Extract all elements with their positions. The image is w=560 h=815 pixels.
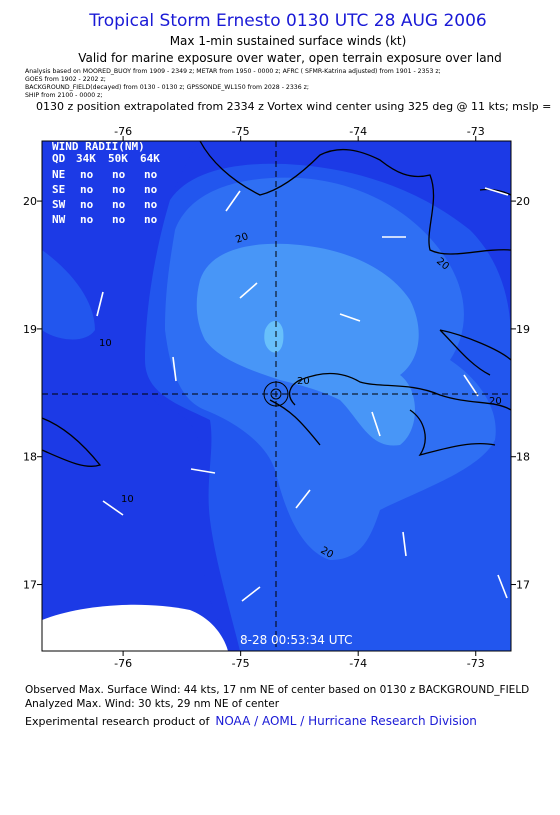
wind-radii-cell: NW <box>52 213 66 226</box>
contour-25 <box>196 243 419 446</box>
lon-tick-label: -73 <box>467 125 485 138</box>
source-line: GOES from 1902 - 2202 z; <box>25 76 106 83</box>
lon-tick-label: -74 <box>349 125 367 138</box>
contour-label: 20 <box>297 376 310 387</box>
no-data-area <box>42 604 228 651</box>
lat-tick-label: 18 <box>516 451 530 464</box>
lat-tick-label: 18 <box>23 451 37 464</box>
subtitle: Max 1-min sustained surface winds (kt) <box>170 34 407 48</box>
credit: Experimental research product of NOAA / A… <box>25 714 477 728</box>
source-line: Analysis based on MOORED_BUOY from 1909 … <box>25 68 441 75</box>
lat-tick-label: 19 <box>23 323 37 336</box>
wind-radii-title: WIND RADII(NM) <box>52 140 145 153</box>
validity: Valid for marine exposure over water, op… <box>78 51 502 65</box>
source-line: SHIP from 2100 - 0000 z; <box>25 92 102 99</box>
lon-tick-label: -75 <box>232 657 250 670</box>
wind-radii-cell: no <box>112 213 126 226</box>
lon-tick-label: -73 <box>467 657 485 670</box>
wind-radii-cell: no <box>144 198 158 211</box>
wind-radii-cell: no <box>144 168 158 181</box>
lat-tick-label: 19 <box>516 323 530 336</box>
wind-radii-cell: SE <box>52 183 65 196</box>
lat-tick-label: 17 <box>516 579 530 592</box>
wind-radii-cell: no <box>80 213 94 226</box>
lon-tick-label: -74 <box>349 657 367 670</box>
map-frame <box>41 140 512 652</box>
lon-tick-label: -75 <box>232 125 250 138</box>
wind-radii-table: WIND RADII(NM) QD 34K 50K 64K NE no no no SE no no… <box>52 140 160 226</box>
timestamp: 8-28 00:53:34 UTC <box>240 633 353 647</box>
map: 20 20 10 20 20 10 20 8-28 00:53:34 UTC W… <box>23 125 530 670</box>
contour-label: 10 <box>99 338 112 349</box>
contour-label: 20 <box>234 231 250 246</box>
lat-tick-label: 20 <box>23 195 37 208</box>
contour-label: 10 <box>121 494 134 505</box>
lat-tick-label: 17 <box>23 579 37 592</box>
wind-radii-cell: no <box>80 168 94 181</box>
coastline <box>42 141 511 467</box>
wind-radii-header: 34K <box>76 152 96 165</box>
lat-tick-label: 20 <box>516 195 530 208</box>
wind-radii-cell: no <box>112 183 126 196</box>
credit-link[interactable]: NOAA / AOML / Hurricane Research Divisio… <box>215 714 477 728</box>
wind-radii-header: QD <box>52 152 66 165</box>
contour-label: 20 <box>489 396 502 407</box>
wind-radii-cell: no <box>80 183 94 196</box>
credit-text: Experimental research product of <box>25 715 210 728</box>
title: Tropical Storm Ernesto 0130 UTC 28 AUG 2… <box>88 11 487 31</box>
wind-radii-header: 50K <box>108 152 128 165</box>
lon-tick-label: -76 <box>114 657 132 670</box>
wind-radii-cell: no <box>112 198 126 211</box>
wind-radii-cell: SW <box>52 198 66 211</box>
wind-radii-cell: no <box>144 183 158 196</box>
position-note: 0130 z position extrapolated from 2334 z… <box>36 100 551 113</box>
wind-radii-cell: no <box>80 198 94 211</box>
source-line: BACKGROUND_FIELD(decayed) from 0130 - 01… <box>25 84 309 91</box>
lon-tick-label: -76 <box>114 125 132 138</box>
contour-30 <box>264 321 284 353</box>
wind-radii-cell: NE <box>52 168 65 181</box>
wind-vectors <box>96 187 509 602</box>
wind-radii-header: 64K <box>140 152 160 165</box>
analyzed-wind: Analyzed Max. Wind: 30 kts, 29 nm NE of … <box>25 698 280 710</box>
axis-ticks: -76 -76 -75 -75 -74 -74 -73 -73 20 20 19 19 18 18 17 17 <box>23 125 530 670</box>
wind-radii-cell: no <box>144 213 158 226</box>
wind-radii-cell: no <box>112 168 126 181</box>
observed-wind: Observed Max. Surface Wind: 44 kts, 17 n… <box>25 684 529 696</box>
